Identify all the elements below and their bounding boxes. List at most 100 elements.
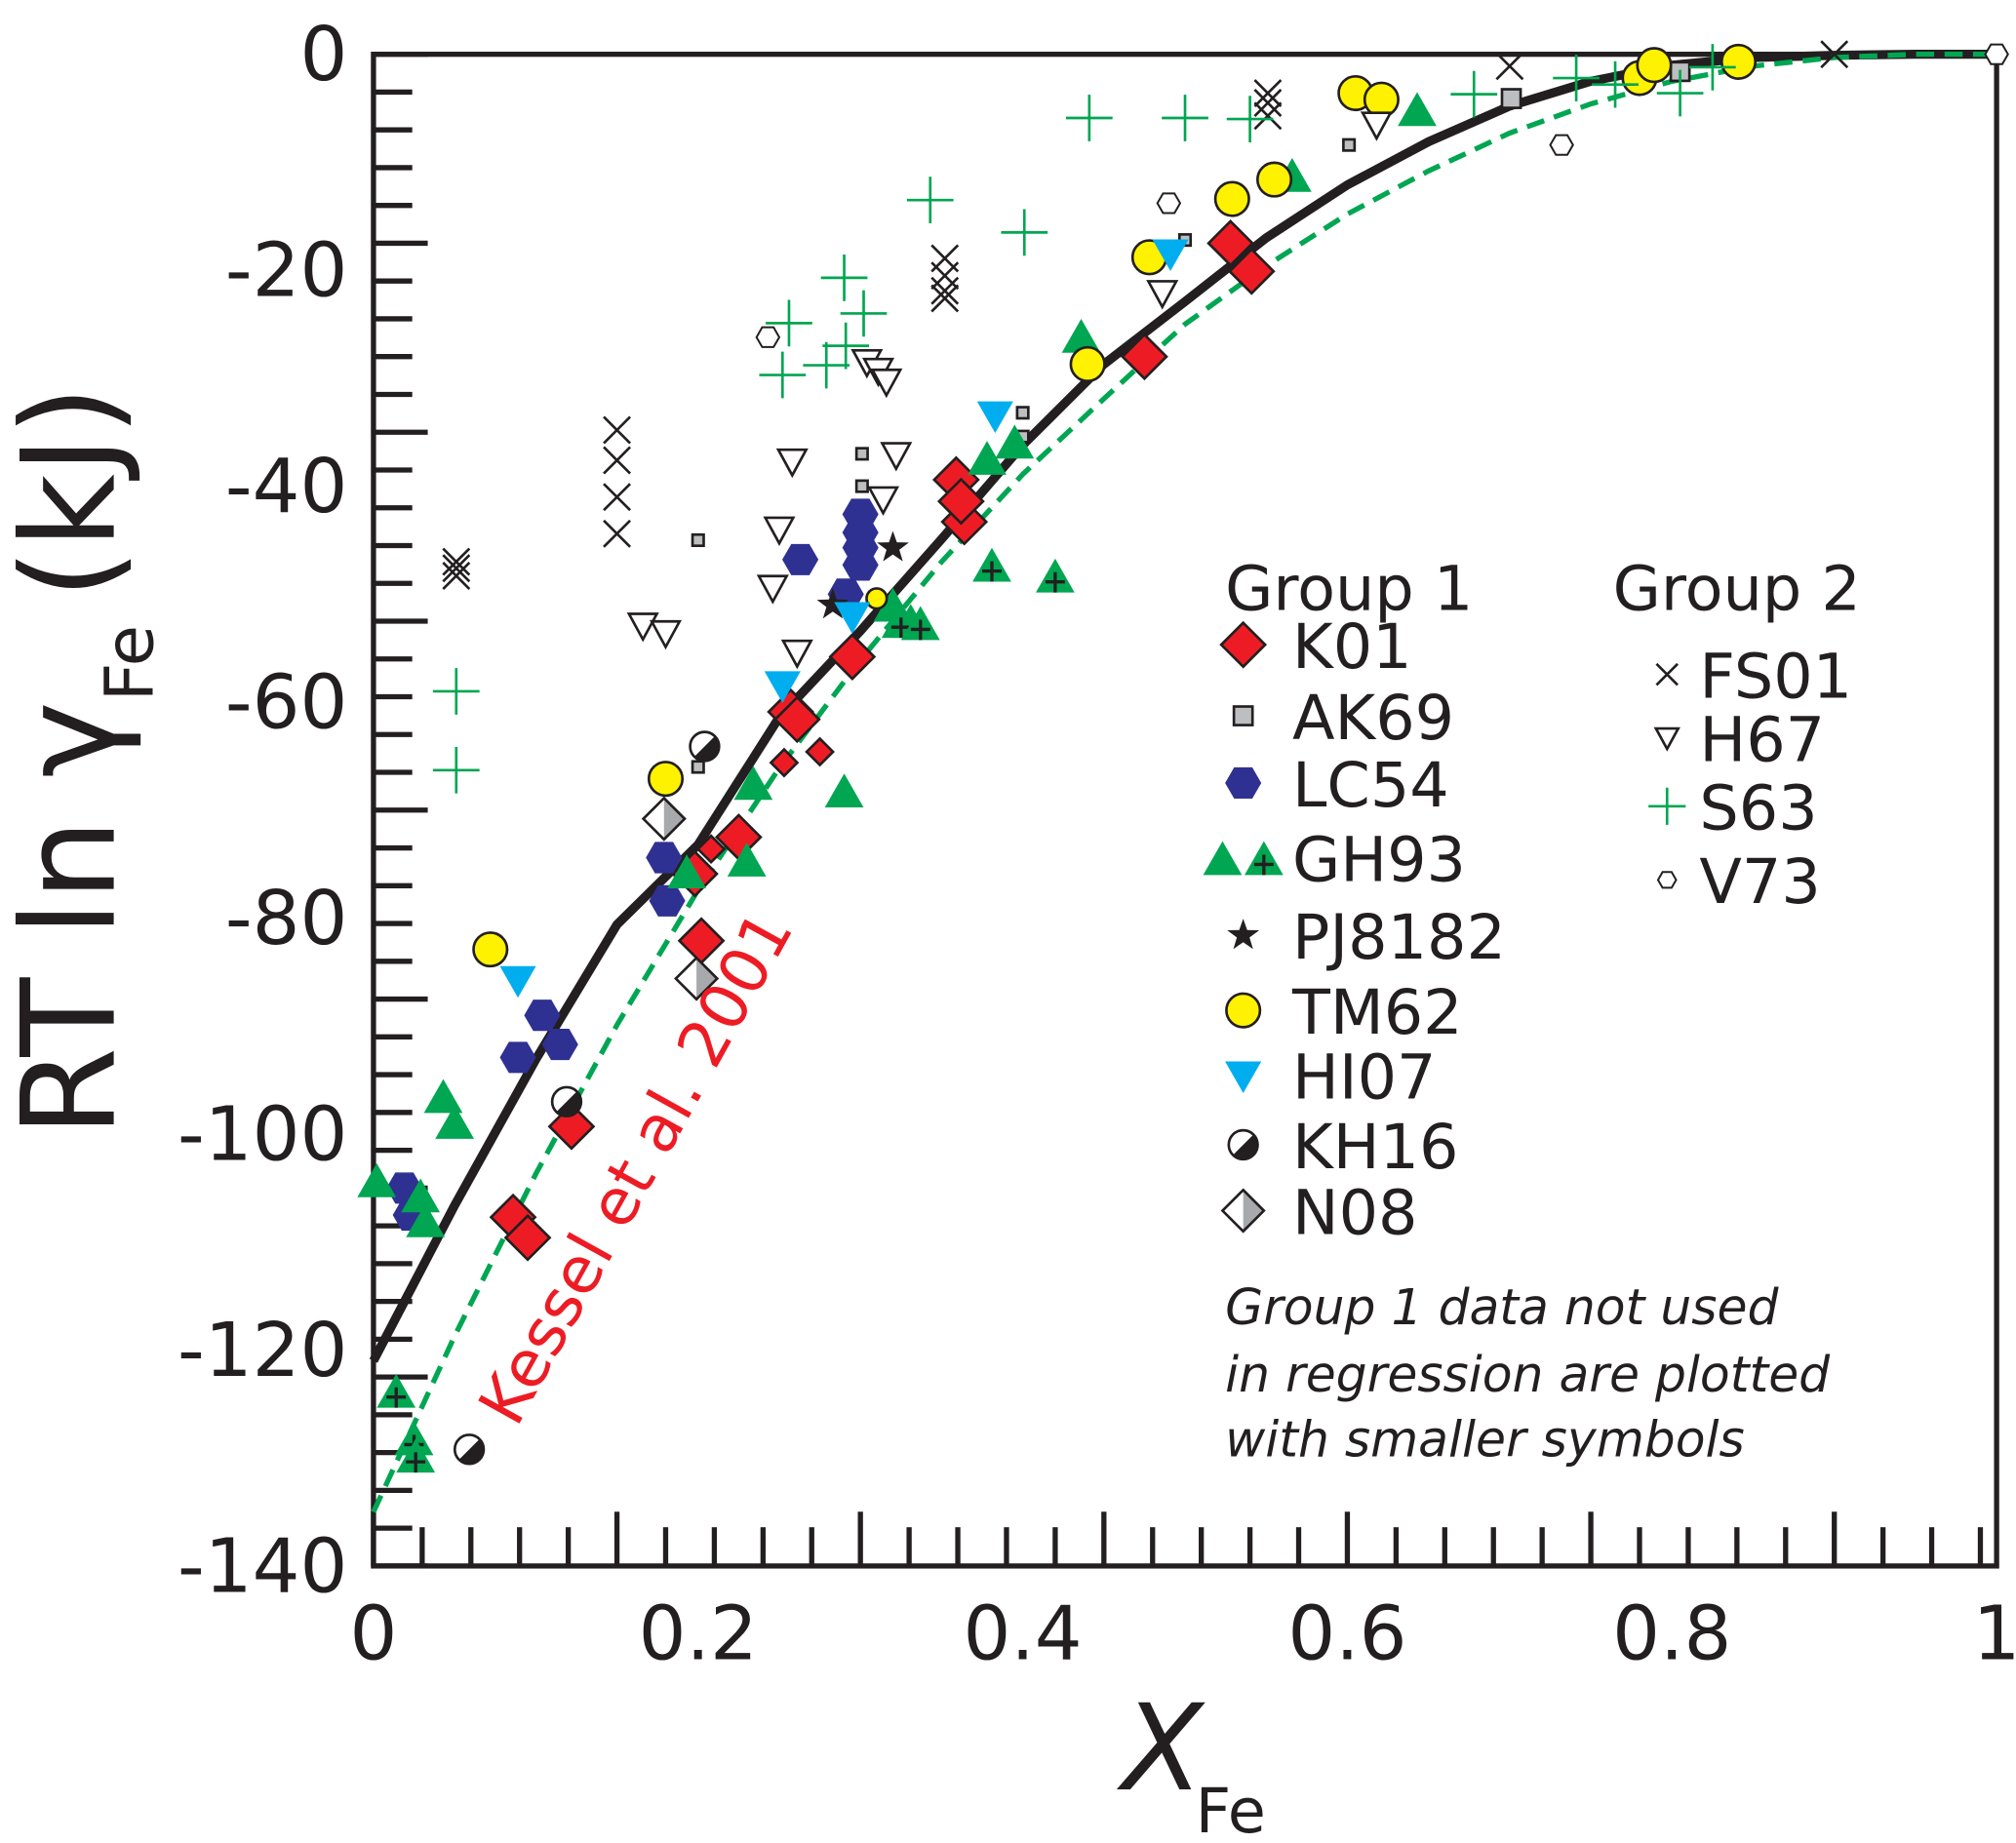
legend-item-n08: N08 — [1220, 1176, 1417, 1248]
gh93-point — [406, 1202, 446, 1237]
tm62-point — [1069, 345, 1106, 383]
series-gh93 — [357, 92, 1437, 1473]
s63-point — [820, 255, 868, 301]
v73-point — [755, 326, 781, 348]
tm62-point — [472, 931, 509, 968]
legend-label: KH16 — [1292, 1111, 1458, 1183]
s63-point — [432, 746, 480, 794]
fs01-point — [603, 519, 632, 548]
n08-point-fill — [663, 798, 686, 840]
h67-point — [756, 574, 789, 605]
legend-label: FS01 — [1699, 641, 1852, 713]
series-fs01 — [442, 40, 1849, 590]
k01-point-small — [805, 736, 835, 767]
fs01-point — [930, 284, 960, 313]
fs01-point — [1253, 101, 1283, 131]
s63-point — [822, 322, 870, 370]
tm62-point — [1636, 47, 1673, 84]
legend-item-s63: S63 — [1648, 772, 1818, 844]
series-v73 — [755, 43, 2009, 348]
v73-point — [1156, 192, 1182, 215]
h67-point — [870, 368, 903, 399]
hi07-point — [976, 401, 1013, 434]
v73-point — [1984, 43, 2009, 65]
legend-label: LC54 — [1292, 749, 1449, 821]
lc54-point — [541, 1028, 578, 1061]
hi07-point — [764, 671, 801, 703]
gh93-point — [1398, 92, 1437, 127]
s63-point — [1001, 209, 1048, 256]
legend-item-kh16: KH16 — [1227, 1111, 1458, 1183]
legend-item-h67: H67 — [1653, 703, 1825, 775]
s63-point — [1656, 69, 1704, 117]
gh93-point — [357, 1162, 397, 1197]
kh16-point-fill — [693, 735, 720, 762]
ak69-point — [1500, 88, 1522, 109]
gh93-point-crossed-cross — [406, 1452, 426, 1473]
data-points — [357, 40, 2009, 1473]
s63-point — [1689, 44, 1736, 91]
legend-item-v73: V73 — [1656, 845, 1821, 918]
tm62-point — [647, 761, 685, 798]
svg-text:RT ln γFe(kJ): RT ln γFe (kJ) — [0, 385, 169, 1137]
gh93-point — [727, 843, 767, 877]
h67-point — [880, 442, 913, 472]
fs01-point — [442, 547, 471, 576]
s63-point — [1450, 70, 1498, 118]
legend-label: H67 — [1699, 703, 1825, 775]
tm62-point-small — [865, 587, 889, 610]
legend-label: S63 — [1699, 772, 1817, 844]
gh93-point — [435, 1105, 475, 1139]
fs01-point — [930, 261, 960, 291]
legend-marker — [1220, 1188, 1266, 1234]
x-tick-label: 0.4 — [963, 1590, 1082, 1677]
k01-point-small — [769, 747, 800, 778]
k01-point — [936, 477, 985, 526]
legend-marker — [1655, 662, 1679, 686]
legend-marker-fill — [1243, 1190, 1264, 1232]
s63-point — [1162, 95, 1208, 141]
ak69-point-small — [854, 447, 869, 461]
y-tick-label: -120 — [178, 1308, 347, 1394]
h67-point — [626, 612, 659, 643]
note-line-3: with smaller symbols — [1225, 1410, 1745, 1468]
legend-marker — [1232, 705, 1254, 726]
series-h67 — [626, 111, 1393, 670]
k01-point — [1206, 219, 1255, 267]
legend-label: V73 — [1699, 845, 1820, 918]
ak69-point-small — [1342, 137, 1357, 152]
legend-marker — [1219, 620, 1268, 669]
gh93-point — [824, 773, 864, 807]
tm62-point — [1363, 81, 1400, 118]
note-line-2: in regression are plotted — [1225, 1346, 1831, 1403]
hi07-point — [1152, 239, 1189, 271]
fs01-point — [1820, 40, 1849, 69]
legend-marker — [1225, 992, 1262, 1029]
gh93-point-crossed-cross — [1045, 571, 1065, 593]
legend-marker — [1225, 766, 1262, 799]
legend-label: PJ8182 — [1292, 901, 1506, 973]
lc54-point — [524, 1000, 561, 1032]
h67-point — [775, 448, 809, 479]
s63-point — [432, 668, 480, 715]
fs01-point — [1253, 89, 1283, 117]
gh93-point-crossed-cross — [890, 617, 911, 639]
hi07-point — [834, 602, 871, 635]
legend: Group 1 Group 2 K01AK69LC54GH93PJ8182TM6… — [1203, 552, 1861, 1468]
y-axis-label-sub: Fe — [91, 625, 169, 701]
series-tm62 — [472, 43, 1758, 968]
legend-item-hi07: HI07 — [1225, 1040, 1436, 1113]
s63-point — [1553, 55, 1600, 101]
y-axis-label-prefix: RT ln γ — [0, 701, 145, 1137]
s63-point — [759, 351, 807, 399]
ak69-point-small — [1015, 406, 1030, 420]
legend-marker — [1653, 726, 1680, 752]
gh93-point-crossed-cross — [982, 561, 1002, 582]
k01-point — [503, 1213, 552, 1262]
ak69-point-small — [854, 479, 869, 493]
legend-item-tm62: TM62 — [1225, 976, 1463, 1048]
y-tick-label: -60 — [225, 660, 348, 747]
pj8182-point — [816, 588, 850, 619]
